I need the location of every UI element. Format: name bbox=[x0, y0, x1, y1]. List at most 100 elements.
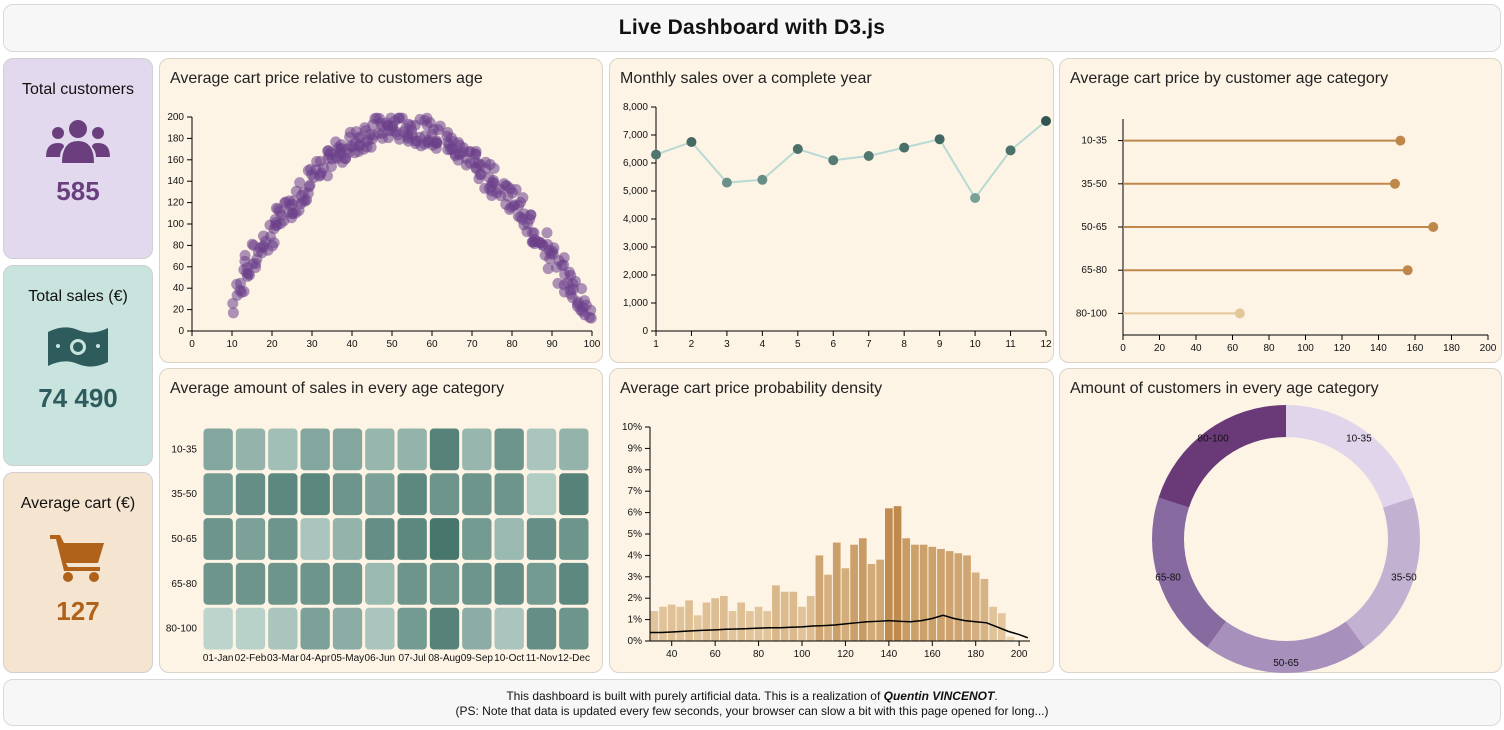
histogram-bar bbox=[737, 602, 746, 641]
scatter-point bbox=[238, 285, 250, 297]
heatmap-cell bbox=[462, 562, 492, 605]
scatter-point bbox=[256, 247, 268, 259]
heatmap-cell bbox=[365, 473, 395, 516]
heatmap-cell bbox=[332, 428, 363, 471]
category-label: 80-100 bbox=[1076, 308, 1108, 319]
x-tick-label: 160 bbox=[1407, 343, 1424, 354]
donut-chart: 10-35 35-50 50-65 65-80 80-100 bbox=[1152, 405, 1420, 673]
heatmap-cell bbox=[332, 607, 363, 650]
money-icon bbox=[46, 324, 110, 375]
histogram-bar bbox=[754, 606, 763, 641]
x-tick-label: 200 bbox=[1480, 343, 1497, 354]
panel-donut: Amount of customers in every age categor… bbox=[1059, 368, 1502, 673]
heatmap-cell bbox=[429, 428, 460, 471]
scatter-point bbox=[368, 129, 380, 141]
data-point bbox=[721, 177, 732, 188]
histogram-bar bbox=[937, 548, 945, 641]
heatmap-cell bbox=[429, 562, 460, 605]
scatter-point bbox=[294, 177, 306, 189]
histogram-bar bbox=[989, 606, 997, 641]
kpi-card-sales: Total sales (€) 74 490 bbox=[3, 265, 153, 466]
column-label: 03-Mar bbox=[267, 653, 299, 664]
cart-icon bbox=[46, 531, 110, 588]
heatmap-chart: 10-35 35-50 50-65 65-80 80-100 01-Jan 02-Feb 03… bbox=[166, 428, 590, 664]
histogram-bar bbox=[693, 615, 702, 641]
x-tick-label: 160 bbox=[924, 649, 941, 660]
scatter-point bbox=[241, 267, 253, 279]
author-name: Quentin VINCENOT bbox=[883, 689, 995, 703]
chart-title: Amount of customers in every age categor… bbox=[1070, 380, 1379, 397]
kpi-card-average-cart: Average cart (€) 127 bbox=[3, 472, 153, 673]
heatmap-cell bbox=[235, 428, 266, 471]
x-tick-label: 80 bbox=[506, 339, 518, 350]
histogram-bar bbox=[867, 563, 876, 641]
histogram-bar bbox=[728, 611, 737, 641]
histogram-bar bbox=[832, 542, 841, 641]
heatmap-cell bbox=[300, 473, 330, 516]
heatmap-cell bbox=[300, 518, 330, 560]
scatter-point bbox=[286, 198, 298, 210]
histogram-bar bbox=[971, 572, 980, 641]
heatmap-cell bbox=[235, 473, 266, 516]
x-tick-label: 120 bbox=[837, 649, 854, 660]
scatter-point bbox=[303, 181, 315, 193]
x-tick-label: 120 bbox=[1334, 343, 1351, 354]
histogram-bar bbox=[858, 538, 867, 641]
column-label: 09-Sep bbox=[461, 653, 494, 664]
column-label: 02-Feb bbox=[235, 653, 267, 664]
histogram-bar bbox=[876, 559, 885, 641]
y-tick-label: 4% bbox=[628, 550, 643, 561]
scatter-point bbox=[488, 162, 500, 174]
data-point bbox=[828, 155, 839, 166]
lollipop-dot bbox=[1402, 265, 1413, 276]
scatter-point bbox=[326, 153, 338, 165]
heatmap-cell bbox=[268, 607, 298, 650]
scatter-point bbox=[558, 252, 570, 264]
data-point bbox=[686, 137, 697, 147]
chart-title: Average cart price by customer age categ… bbox=[1070, 70, 1389, 87]
x-tick-label: 12 bbox=[1040, 339, 1052, 350]
y-tick-label: 5,000 bbox=[623, 186, 648, 197]
histogram-bar bbox=[806, 596, 815, 641]
density-line bbox=[650, 614, 1029, 639]
heatmap-cell bbox=[526, 607, 557, 650]
x-tick-label: 40 bbox=[666, 649, 678, 660]
y-tick-label: 1,000 bbox=[623, 298, 648, 309]
footer-text: This dashboard is built with purely arti… bbox=[506, 689, 881, 703]
x-tick-label: 100 bbox=[1297, 343, 1314, 354]
scatter-point bbox=[526, 236, 538, 248]
x-tick-label: 6 bbox=[830, 339, 836, 350]
chart-title: Average amount of sales in every age cat… bbox=[170, 380, 505, 397]
scatter-point bbox=[393, 112, 405, 124]
x-tick-label: 5 bbox=[795, 339, 801, 350]
histogram-bar bbox=[815, 555, 824, 641]
heatmap-cell bbox=[526, 473, 557, 516]
x-tick-label: 3 bbox=[724, 339, 730, 350]
lollipop-chart: 0 20 40 60 80 100 120 140 160 180 200 10-35 35-50 50-… bbox=[1076, 119, 1497, 354]
heatmap-cell bbox=[203, 607, 233, 650]
y-tick-label: 4,000 bbox=[623, 214, 648, 225]
category-label: 10-35 bbox=[1081, 136, 1107, 147]
page-title: Live Dashboard with D3.js bbox=[618, 16, 886, 39]
scatter-point bbox=[227, 298, 239, 310]
kpi-value: 127 bbox=[56, 596, 100, 626]
histogram-bar bbox=[885, 508, 893, 641]
histogram-bar bbox=[772, 585, 780, 641]
column-label: 05-May bbox=[331, 653, 364, 664]
histogram-bar bbox=[963, 555, 971, 641]
data-point bbox=[792, 144, 803, 154]
panel-heatmap: Average amount of sales in every age cat… bbox=[159, 368, 603, 673]
x-tick-label: 7 bbox=[866, 339, 872, 350]
scatter-point bbox=[495, 190, 507, 202]
y-tick-label: 8% bbox=[628, 465, 643, 476]
heatmap-cell bbox=[462, 607, 492, 650]
users-icon bbox=[46, 117, 110, 168]
y-tick-label: 2% bbox=[628, 593, 643, 604]
scatter-point bbox=[432, 124, 444, 136]
heatmap-cell bbox=[235, 607, 266, 650]
histogram-bar bbox=[850, 544, 858, 641]
lollipop-dot bbox=[1395, 135, 1406, 146]
column-label: 11-Nov bbox=[526, 653, 558, 664]
x-tick-label: 40 bbox=[1190, 343, 1202, 354]
y-tick-label: 6% bbox=[628, 508, 643, 519]
